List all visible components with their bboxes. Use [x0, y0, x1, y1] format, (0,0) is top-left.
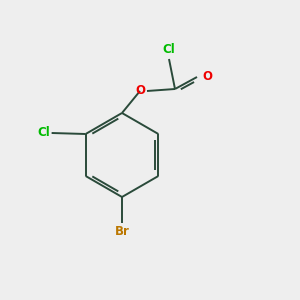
- Text: Br: Br: [115, 225, 129, 238]
- Text: O: O: [202, 70, 212, 83]
- Text: Cl: Cl: [37, 127, 50, 140]
- Text: Cl: Cl: [163, 43, 176, 56]
- Text: O: O: [135, 85, 145, 98]
